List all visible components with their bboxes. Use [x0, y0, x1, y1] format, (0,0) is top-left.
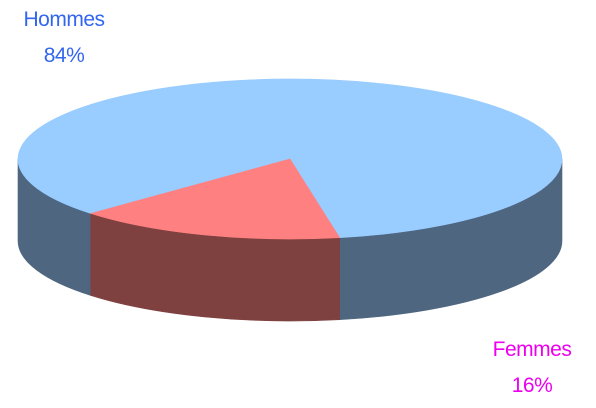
- pie-sides: [17, 158, 563, 322]
- slice-top-femmes: [89, 158, 341, 240]
- label-femmes-name: Femmes: [492, 338, 572, 361]
- label-hommes: Hommes 84%: [2, 2, 126, 74]
- label-hommes-name: Hommes: [23, 8, 105, 31]
- label-femmes-value: 16%: [511, 374, 553, 397]
- slice-top-hommes: [17, 78, 563, 238]
- pie-tops: [17, 78, 563, 240]
- label-hommes-value: 84%: [43, 44, 85, 67]
- label-femmes: Femmes 16%: [468, 332, 596, 404]
